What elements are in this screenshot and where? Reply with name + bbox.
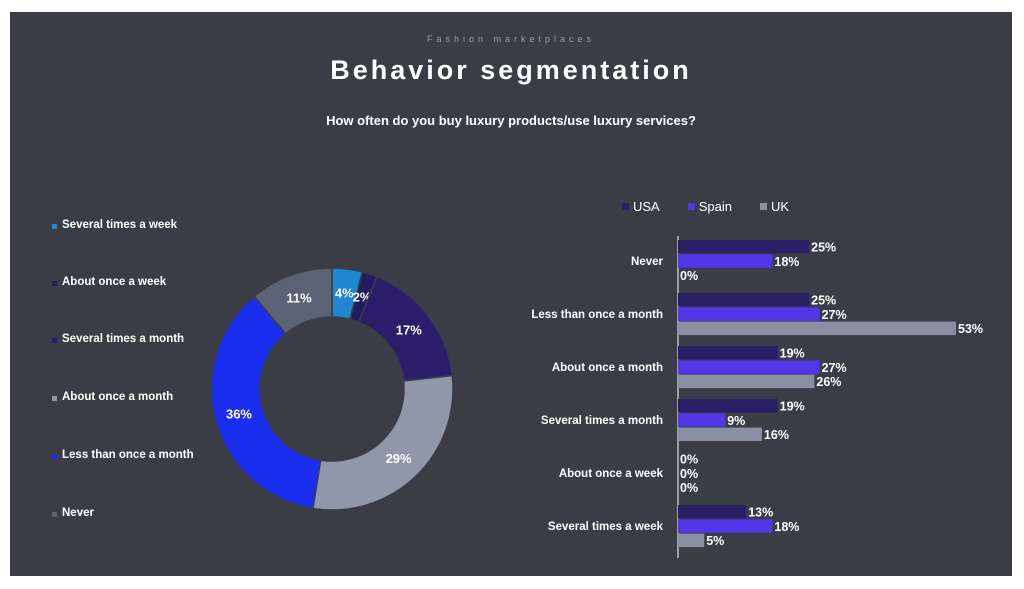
bar-category-label-several-times-a-week: Several times a week xyxy=(548,521,664,533)
bar-value-label-uk-about-once-a-month: 26% xyxy=(816,375,841,389)
donut-legend-item-about-once-a-month: About once a month xyxy=(52,390,212,405)
bar-category-label-about-once-a-week: About once a week xyxy=(559,468,664,480)
donut-legend-item-several-times-a-month: Several times a month xyxy=(52,332,212,347)
bar-spain-less-than-once-a-month xyxy=(678,307,820,321)
donut-slice-about-once-a-week xyxy=(349,270,378,324)
donut-slice-never xyxy=(253,267,333,335)
legend-label: Never xyxy=(62,507,94,519)
legend-swatch xyxy=(52,454,57,459)
legend-swatch xyxy=(687,203,695,210)
bar-usa-about-once-a-month xyxy=(678,346,778,360)
donut-legend-item-never: Never xyxy=(52,506,212,521)
donut-label-about-once-a-month: 29% xyxy=(386,451,412,466)
legend-label: Spain xyxy=(698,199,732,214)
legend-swatch xyxy=(52,338,57,343)
donut-label-several-times-a-month: 17% xyxy=(396,323,422,338)
bar-spain-about-once-a-month xyxy=(678,360,820,374)
bar-category-label-several-times-a-month: Several times a month xyxy=(541,415,663,427)
bar-value-label-spain-several-times-a-month: 9% xyxy=(727,414,745,428)
legend-swatch xyxy=(52,512,57,517)
slide: Fashion marketplaces Behavior segmentati… xyxy=(10,12,1012,576)
bar-category-label-never: Never xyxy=(631,256,663,268)
bar-legend-item-uk: UK xyxy=(759,199,790,214)
donut-chart: 4% 2% 17% 29% 36% 11% xyxy=(210,267,454,511)
page-title: Behavior segmentation xyxy=(330,55,692,85)
bar-value-label-spain-less-than-once-a-month: 27% xyxy=(822,308,847,322)
legend-swatch xyxy=(52,281,57,286)
bar-spain-never xyxy=(678,254,773,268)
bar-uk-several-times-a-month xyxy=(678,427,762,442)
legend-label: USA xyxy=(633,199,660,214)
donut-label-several-times-a-week: 4% xyxy=(335,285,354,300)
bar-spain-several-times-a-week xyxy=(678,519,773,533)
bar-value-label-spain-several-times-a-week: 18% xyxy=(774,520,799,534)
bar-value-label-uk-several-times-a-month: 16% xyxy=(764,428,789,442)
donut-slice-several-times-a-month xyxy=(357,275,454,382)
bar-value-label-uk-about-once-a-week: 0% xyxy=(680,481,698,495)
donut-legend-item-less-than-once-a-month: Less than once a month xyxy=(52,448,212,463)
donut-legend-item-about-once-a-week: About once a week xyxy=(52,275,212,290)
bar-value-label-usa-about-once-a-month: 19% xyxy=(780,347,805,361)
bar-value-label-usa-about-once-a-week: 0% xyxy=(680,453,698,467)
bar-uk-about-once-a-month xyxy=(678,374,815,389)
bar-value-label-uk-less-than-once-a-month: 53% xyxy=(958,322,983,336)
legend-label: About once a week xyxy=(62,276,167,288)
legend-swatch xyxy=(759,203,767,210)
bar-spain-several-times-a-month xyxy=(678,413,726,427)
legend-swatch xyxy=(622,203,629,210)
bar-value-label-usa-never: 25% xyxy=(811,241,836,255)
bar-value-label-usa-several-times-a-month: 19% xyxy=(780,400,805,414)
bar-value-label-uk-never: 0% xyxy=(680,269,698,283)
bar-value-label-spain-about-once-a-month: 27% xyxy=(822,361,847,375)
bar-value-label-usa-less-than-once-a-month: 25% xyxy=(811,294,836,308)
legend-label: UK xyxy=(770,199,790,214)
donut-legend-item-several-times-a-week: Several times a week xyxy=(52,218,212,233)
bar-value-label-uk-several-times-a-week: 5% xyxy=(706,534,724,548)
bar-usa-never xyxy=(678,240,810,254)
bar-legend-item-spain: Spain xyxy=(687,199,732,214)
donut-slice-several-times-a-week xyxy=(331,267,364,321)
legend-label: Several times a month xyxy=(62,333,185,345)
donut-label-never: 11% xyxy=(286,290,312,305)
bar-usa-several-times-a-month xyxy=(678,399,778,413)
bar-uk-several-times-a-week xyxy=(678,533,705,548)
legend-label: About once a month xyxy=(62,391,174,403)
legend-swatch xyxy=(52,396,57,401)
kicker-text: Fashion marketplaces xyxy=(426,34,596,44)
donut-slice-about-once-a-month xyxy=(312,374,454,511)
bar-value-label-spain-about-once-a-week: 0% xyxy=(680,467,698,481)
bar-value-label-spain-never: 18% xyxy=(774,255,799,269)
question-text: How often do you buy luxury products/use… xyxy=(326,113,696,128)
legend-label: Several times a week xyxy=(62,219,178,231)
bar-category-label-less-than-once-a-month: Less than once a month xyxy=(531,309,663,321)
donut-slice-less-than-once-a-month xyxy=(210,295,322,510)
legend-swatch xyxy=(52,224,57,229)
bar-usa-several-times-a-week xyxy=(678,505,747,519)
bar-usa-less-than-once-a-month xyxy=(678,293,810,307)
donut-label-about-once-a-week: 2% xyxy=(353,289,372,304)
bar-legend: USA Spain UK xyxy=(622,199,789,214)
legend-label: Less than once a month xyxy=(62,449,194,461)
bar-value-label-usa-several-times-a-week: 13% xyxy=(748,506,773,520)
bar-uk-less-than-once-a-month xyxy=(678,321,956,336)
donut-label-less-than-once-a-month: 36% xyxy=(226,407,252,422)
bar-legend-item-usa: USA xyxy=(622,199,660,214)
bar-category-label-about-once-a-month: About once a month xyxy=(552,362,663,374)
